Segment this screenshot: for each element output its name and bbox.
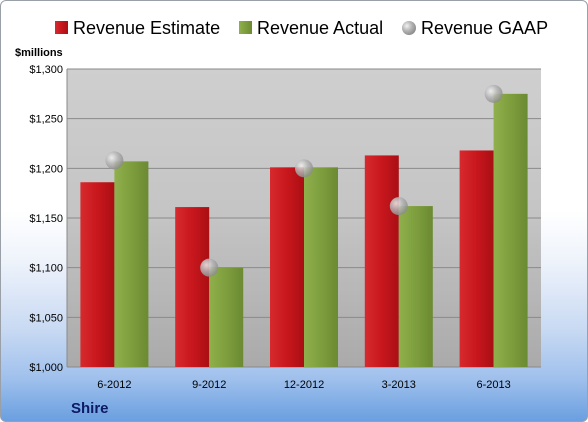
y-tick-label: $1,100 — [29, 263, 63, 275]
marker-revenue-gaap — [200, 258, 219, 277]
bar-revenue-estimate — [270, 167, 304, 367]
x-tick-label: 12-2012 — [284, 379, 324, 391]
bar-revenue-actual — [209, 267, 244, 367]
bar-revenue-estimate — [175, 207, 210, 367]
y-tick-label: $1,150 — [29, 213, 63, 225]
bar-revenue-estimate — [80, 182, 115, 367]
y-tick-label: $1,200 — [29, 163, 63, 175]
x-tick-label: 6-2013 — [476, 379, 510, 391]
bar-revenue-estimate — [459, 150, 494, 367]
y-tick-label: $1,050 — [29, 312, 63, 324]
legend-swatch-estimate — [55, 21, 68, 34]
marker-revenue-gaap — [484, 84, 503, 103]
y-unit-label: $millions — [15, 47, 63, 59]
legend: Revenue Estimate Revenue Actual Revenue … — [55, 18, 548, 38]
marker-revenue-gaap — [389, 197, 408, 216]
x-axis-labels: 6-2012 9-2012 12-2012 3-2013 6-2013 — [97, 379, 510, 391]
bar-revenue-actual — [493, 93, 528, 367]
legend-label-gaap: Revenue GAAP — [421, 18, 548, 38]
bar-revenue-actual — [304, 167, 338, 367]
legend-swatch-actual — [239, 21, 252, 34]
x-tick-label: 6-2012 — [97, 379, 131, 391]
x-tick-label: 9-2012 — [192, 379, 226, 391]
legend-label-estimate: Revenue Estimate — [73, 18, 220, 38]
y-axis-ticks: $1,000 $1,050 $1,100 $1,150 $1,200 $1,250 $1,3… — [29, 64, 63, 374]
bar-revenue-actual — [114, 161, 149, 367]
bars — [80, 93, 528, 367]
company-name: Shire — [71, 400, 109, 417]
x-tick-label: 3-2013 — [382, 379, 416, 391]
marker-revenue-gaap — [105, 151, 124, 170]
gaap-markers — [105, 84, 503, 277]
legend-label-actual: Revenue Actual — [257, 18, 383, 38]
y-tick-label: $1,000 — [29, 362, 63, 374]
bar-revenue-estimate — [364, 155, 399, 367]
marker-revenue-gaap — [295, 159, 313, 178]
bar-revenue-actual — [398, 206, 433, 367]
y-tick-label: $1,300 — [29, 64, 63, 76]
y-tick-label: $1,250 — [29, 114, 63, 126]
legend-marker-gaap — [402, 21, 416, 35]
